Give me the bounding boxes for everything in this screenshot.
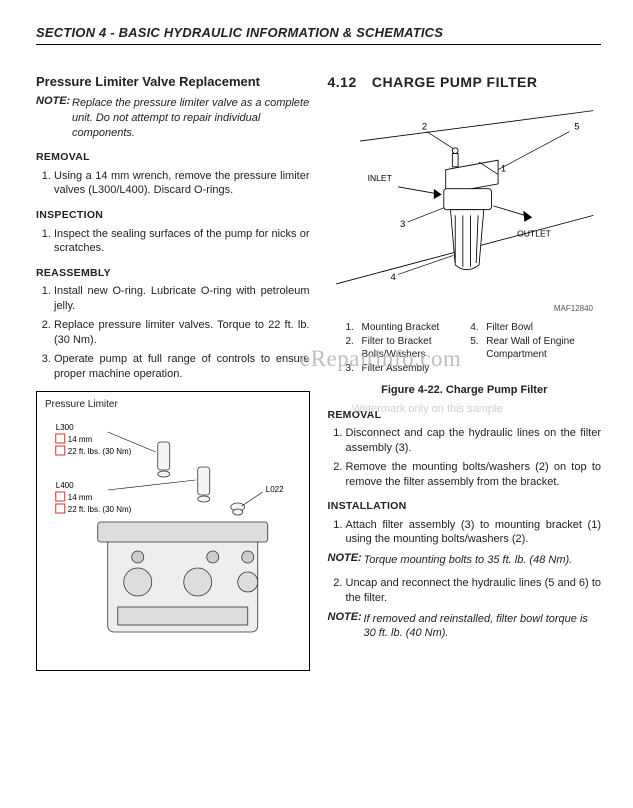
note-body: If removed and reinstalled, filter bowl … xyxy=(364,612,602,642)
removal-list: Using a 14 mm wrench, remove the pressur… xyxy=(36,169,310,199)
list-item: Replace pressure limiter valves. Torque … xyxy=(54,318,310,348)
pressure-limiter-figure: Pressure Limiter xyxy=(36,391,310,671)
content-columns: Pressure Limiter Valve Replacement NOTE:… xyxy=(36,73,601,672)
list-item: Disconnect and cap the hydraulic lines o… xyxy=(346,426,602,456)
note-body: Torque mounting bolts to 35 ft. lb. (48 … xyxy=(364,553,602,568)
left-title: Pressure Limiter Valve Replacement xyxy=(36,73,310,91)
figure-id: MAF12840 xyxy=(328,304,602,315)
figure-caption: Figure 4-22. Charge Pump Filter xyxy=(328,383,602,398)
reassembly-heading: REASSEMBLY xyxy=(36,266,310,280)
list-item: Attach filter assembly (3) to mounting b… xyxy=(346,518,602,548)
install-heading: INSTALLATION xyxy=(328,499,602,513)
inspection-heading: INSPECTION xyxy=(36,208,310,222)
list-item: Uncap and reconnect the hydraulic lines … xyxy=(346,576,602,606)
svg-text:14 mm: 14 mm xyxy=(68,435,93,444)
outlet-label: OUTLET xyxy=(517,229,552,239)
pump-diagram: L300 14 mm 22 ft. lbs. (30 Nm) L400 14 m… xyxy=(45,412,301,652)
removal-list-r: Disconnect and cap the hydraulic lines o… xyxy=(328,426,602,489)
part-name: Filter Assembly xyxy=(362,362,430,376)
section-header: SECTION 4 - BASIC HYDRAULIC INFORMATION … xyxy=(36,24,601,45)
note-label: NOTE: xyxy=(328,611,362,623)
parts-list: 1.Mounting Bracket 2.Filter to Bracket B… xyxy=(346,321,584,375)
removal-heading: REMOVAL xyxy=(36,150,310,164)
svg-text:3: 3 xyxy=(399,219,404,230)
install-list: Attach filter assembly (3) to mounting b… xyxy=(328,518,602,548)
right-title: 4.12 CHARGE PUMP FILTER xyxy=(328,73,602,92)
list-item: Remove the mounting bolts/washers (2) on… xyxy=(346,460,602,490)
svg-text:2: 2 xyxy=(421,122,426,133)
svg-text:4: 4 xyxy=(390,273,396,284)
note-torque-2: NOTE: If removed and reinstalled, filter… xyxy=(328,610,602,642)
section-number: 4.12 xyxy=(328,73,368,92)
figure-title: Pressure Limiter xyxy=(45,398,301,412)
left-column: Pressure Limiter Valve Replacement NOTE:… xyxy=(36,73,310,672)
removal-heading-r: REMOVAL xyxy=(328,408,602,422)
l400-label: L400 xyxy=(56,481,74,490)
parts-col-1: 1.Mounting Bracket 2.Filter to Bracket B… xyxy=(346,321,459,375)
svg-text:1: 1 xyxy=(500,164,505,175)
note-label: NOTE: xyxy=(36,95,70,107)
install-list-2: Uncap and reconnect the hydraulic lines … xyxy=(328,576,602,606)
l022-label: L022 xyxy=(266,485,284,494)
charge-pump-filter-diagram: 2 5 1 3 4 INLET OUTLET xyxy=(328,103,602,303)
svg-text:22 ft. lbs. (30 Nm): 22 ft. lbs. (30 Nm) xyxy=(68,447,132,456)
note-label: NOTE: xyxy=(328,552,362,564)
l300-label: L300 xyxy=(56,423,74,432)
list-item: Inspect the sealing surfaces of the pump… xyxy=(54,227,310,257)
svg-text:14 mm: 14 mm xyxy=(68,493,93,502)
list-item: Operate pump at full range of controls t… xyxy=(54,352,310,382)
section-title: CHARGE PUMP FILTER xyxy=(372,74,538,90)
note-torque-1: NOTE: Torque mounting bolts to 35 ft. lb… xyxy=(328,551,602,568)
list-item: Install new O-ring. Lubricate O-ring wit… xyxy=(54,284,310,314)
left-note: NOTE: Replace the pressure limiter valve… xyxy=(36,94,310,140)
list-item: Using a 14 mm wrench, remove the pressur… xyxy=(54,169,310,199)
right-column: 4.12 CHARGE PUMP FILTER xyxy=(328,73,602,672)
reassembly-list: Install new O-ring. Lubricate O-ring wit… xyxy=(36,284,310,381)
inspection-list: Inspect the sealing surfaces of the pump… xyxy=(36,227,310,257)
part-name: Filter to Bracket Bolts/Washers xyxy=(362,335,459,362)
inlet-label: INLET xyxy=(367,174,392,184)
svg-text:5: 5 xyxy=(574,122,579,133)
part-name: Filter Bowl xyxy=(486,321,533,335)
parts-col-2: 4.Filter Bowl 5.Rear Wall of Engine Comp… xyxy=(470,321,583,375)
svg-text:22 ft. lbs. (30 Nm): 22 ft. lbs. (30 Nm) xyxy=(68,505,132,514)
part-name: Mounting Bracket xyxy=(362,321,440,335)
part-name: Rear Wall of Engine Compartment xyxy=(486,335,583,362)
note-body: Replace the pressure limiter valve as a … xyxy=(72,96,310,141)
